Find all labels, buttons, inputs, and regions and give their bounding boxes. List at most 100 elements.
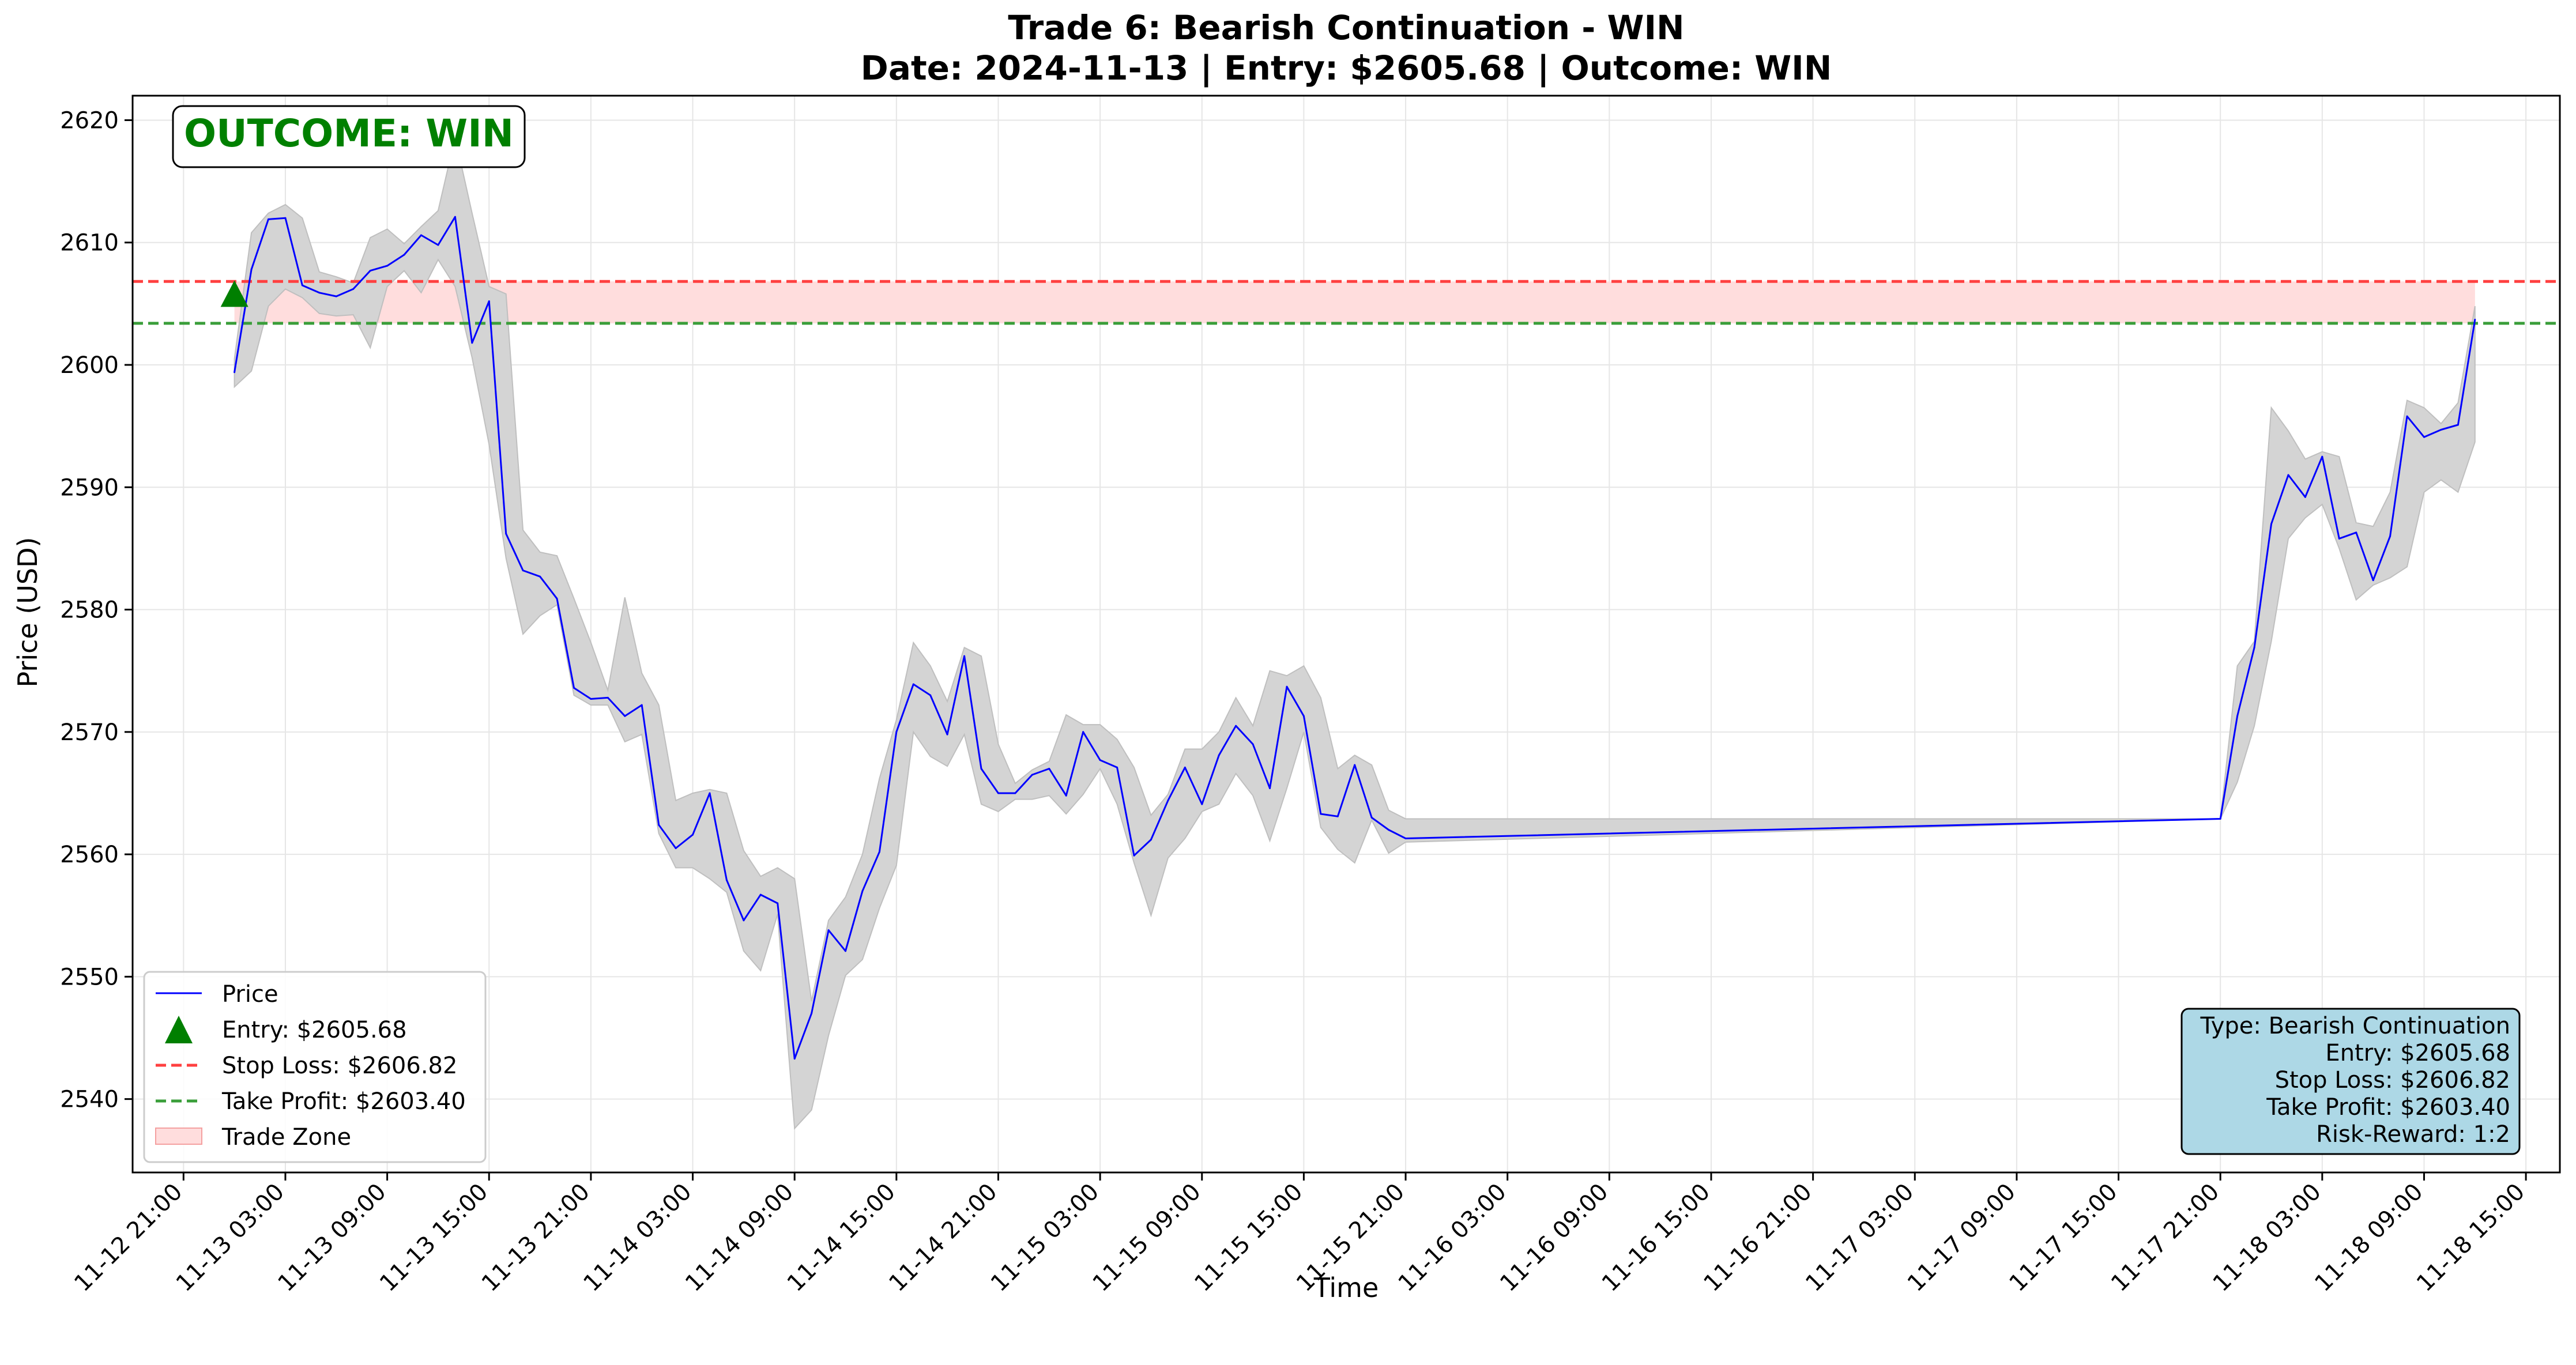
legend-stop-loss-label: Stop Loss: $2606.82: [222, 1053, 457, 1079]
price-point: [1370, 816, 1373, 819]
entry-marker: [220, 280, 248, 307]
price-point: [2457, 424, 2459, 426]
info-stop-loss: Stop Loss: $2606.82: [2275, 1067, 2510, 1093]
legend-trade-zone-swatch: [155, 1128, 202, 1145]
price-point: [1014, 792, 1016, 794]
y-tick-label: 2570: [60, 719, 119, 746]
info-type: Type: Bearish Continuation: [2200, 1013, 2510, 1039]
price-point: [234, 371, 236, 374]
outcome-badge-text: OUTCOME: WIN: [184, 111, 514, 156]
price-point: [386, 265, 389, 267]
price-point: [1388, 829, 1390, 831]
price-point: [590, 698, 592, 700]
price-point: [1150, 839, 1152, 841]
price-range-band: [234, 137, 2476, 1130]
trade-zone: [234, 281, 2475, 323]
price-point: [1286, 685, 1288, 688]
outcome-badge: OUTCOME: WIN: [172, 105, 526, 168]
price-point: [912, 683, 914, 685]
price-point: [2406, 415, 2408, 417]
price-point: [556, 597, 558, 599]
price-point: [1302, 715, 1305, 717]
price-point: [352, 288, 355, 290]
price-point: [1201, 803, 1203, 805]
y-tick-label: 2550: [60, 964, 119, 990]
price-point: [318, 292, 321, 294]
legend-entry-swatch: [165, 1016, 193, 1043]
price-point: [895, 731, 898, 733]
price-point: [2219, 818, 2221, 820]
price-point: [675, 847, 677, 849]
price-point: [827, 929, 830, 932]
price-point: [268, 218, 269, 220]
price-point: [861, 890, 864, 892]
price-point: [777, 902, 779, 904]
price-point: [1252, 743, 1254, 745]
y-tick-label: 2540: [60, 1087, 119, 1113]
trade-info-box: Type: Bearish Continuation Entry: $2605.…: [2180, 1008, 2521, 1155]
price-point: [1320, 813, 1322, 815]
price-point: [1336, 815, 1339, 817]
price-point: [2236, 715, 2239, 717]
price-point: [437, 244, 439, 246]
price-point: [1167, 800, 1169, 802]
price-point: [743, 919, 745, 922]
price-point: [2270, 523, 2272, 525]
price-point: [573, 687, 575, 689]
legend: Price Entry: $2605.68 Stop Loss: $2606.8…: [143, 971, 487, 1163]
price-point: [2372, 579, 2374, 582]
price-point: [471, 342, 473, 344]
price-point: [505, 533, 507, 535]
legend-box: [143, 971, 487, 1163]
price-point: [811, 1012, 813, 1015]
price-line-layer: [234, 216, 2476, 1060]
y-tick-label: 2580: [60, 597, 119, 624]
price-point: [1235, 725, 1237, 727]
price-point: [2440, 429, 2442, 431]
y-tick-label: 2560: [60, 842, 119, 868]
y-axis-ticks: 2540 2550 2560 2570 2580 2590 2600 2610 2620: [60, 107, 133, 1113]
price-point: [1116, 766, 1118, 768]
price-point: [2355, 531, 2357, 534]
y-axis-label: Price (USD): [12, 537, 43, 687]
price-point: [997, 792, 999, 794]
price-point: [658, 824, 660, 826]
chart-title-line1: Trade 6: Bearish Continuation - WIN: [1008, 8, 1684, 47]
price-point: [1065, 794, 1067, 797]
legend-trade-zone-label: Trade Zone: [221, 1124, 351, 1151]
price-point: [1184, 766, 1186, 768]
chart-title-line2: Date: 2024-11-13 | Entry: $2605.68 | Out…: [861, 48, 1832, 88]
legend-take-profit-label: Take Profit: $2603.40: [221, 1088, 466, 1115]
info-take-profit: Take Profit: $2603.40: [2266, 1094, 2510, 1121]
price-point: [725, 879, 728, 881]
price-point: [641, 704, 643, 706]
price-point: [759, 893, 762, 896]
legend-price-label: Price: [222, 981, 278, 1008]
price-point: [2474, 319, 2476, 320]
price-point: [980, 768, 982, 770]
price-point: [2389, 535, 2392, 537]
price-point: [539, 575, 541, 578]
price-point: [624, 715, 626, 717]
price-point: [403, 254, 405, 256]
price-point: [709, 792, 711, 794]
price-point: [1082, 731, 1084, 733]
price-point: [845, 950, 846, 952]
price-point: [1269, 787, 1271, 789]
price-point: [1133, 854, 1135, 857]
price-point: [607, 696, 609, 699]
price-point: [692, 834, 694, 836]
price-point: [793, 1058, 796, 1060]
y-tick-label: 2610: [60, 230, 119, 257]
price-point: [488, 300, 490, 303]
trade-info-box-background: [2180, 1008, 2521, 1155]
price-line: [234, 216, 2476, 1060]
y-tick-label: 2590: [60, 474, 119, 501]
price-point: [2304, 496, 2306, 498]
legend-entry-label: Entry: $2605.68: [222, 1017, 407, 1043]
x-axis-label: Time: [1313, 1272, 1379, 1303]
price-point: [929, 694, 932, 696]
price-point: [2287, 474, 2289, 476]
price-point: [1218, 754, 1220, 756]
